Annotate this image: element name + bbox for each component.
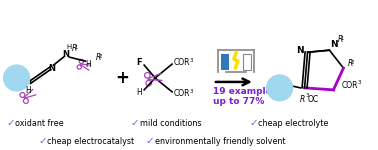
- Text: 1: 1: [341, 36, 344, 41]
- Text: environmentally friendly solvent: environmentally friendly solvent: [155, 137, 285, 146]
- Text: COR: COR: [174, 58, 191, 67]
- Text: ✓: ✓: [146, 136, 155, 146]
- Text: N: N: [62, 50, 69, 59]
- Text: mild conditions: mild conditions: [139, 119, 201, 128]
- Text: COR: COR: [341, 81, 358, 90]
- Text: ✓: ✓: [131, 118, 139, 128]
- Text: R: R: [300, 95, 305, 104]
- Text: 3: 3: [190, 89, 194, 94]
- Text: R: R: [95, 53, 101, 62]
- Text: ✓: ✓: [38, 136, 47, 146]
- Text: 3: 3: [357, 80, 361, 86]
- Text: cheap electrolyte: cheap electrolyte: [258, 119, 328, 128]
- Text: R: R: [71, 44, 77, 53]
- Text: ✓: ✓: [249, 118, 258, 128]
- Text: 2: 2: [98, 54, 102, 59]
- Text: cheap electrocatalyst: cheap electrocatalyst: [47, 137, 135, 146]
- Text: 3: 3: [305, 93, 309, 98]
- Text: R: R: [347, 59, 353, 68]
- Text: 19 examples: 19 examples: [213, 87, 277, 96]
- Text: H: H: [26, 86, 31, 95]
- Text: N: N: [330, 40, 337, 49]
- Text: oxidant free: oxidant free: [15, 119, 64, 128]
- Text: OC: OC: [308, 95, 319, 104]
- Text: H: H: [67, 44, 72, 50]
- Text: N: N: [48, 64, 55, 73]
- Circle shape: [4, 65, 29, 91]
- Circle shape: [267, 75, 293, 101]
- Text: ✓: ✓: [6, 118, 15, 128]
- Text: F: F: [136, 58, 142, 67]
- Text: 3: 3: [190, 58, 194, 63]
- Text: 1: 1: [74, 45, 78, 50]
- Text: COR: COR: [174, 89, 191, 98]
- FancyBboxPatch shape: [221, 54, 229, 70]
- Text: H: H: [136, 88, 142, 97]
- Text: 2: 2: [350, 60, 354, 65]
- Text: N: N: [296, 46, 304, 55]
- Text: R: R: [338, 35, 343, 44]
- Text: up to 77%: up to 77%: [213, 97, 264, 106]
- Text: +: +: [115, 69, 129, 87]
- FancyBboxPatch shape: [243, 54, 251, 70]
- Text: H: H: [85, 60, 91, 69]
